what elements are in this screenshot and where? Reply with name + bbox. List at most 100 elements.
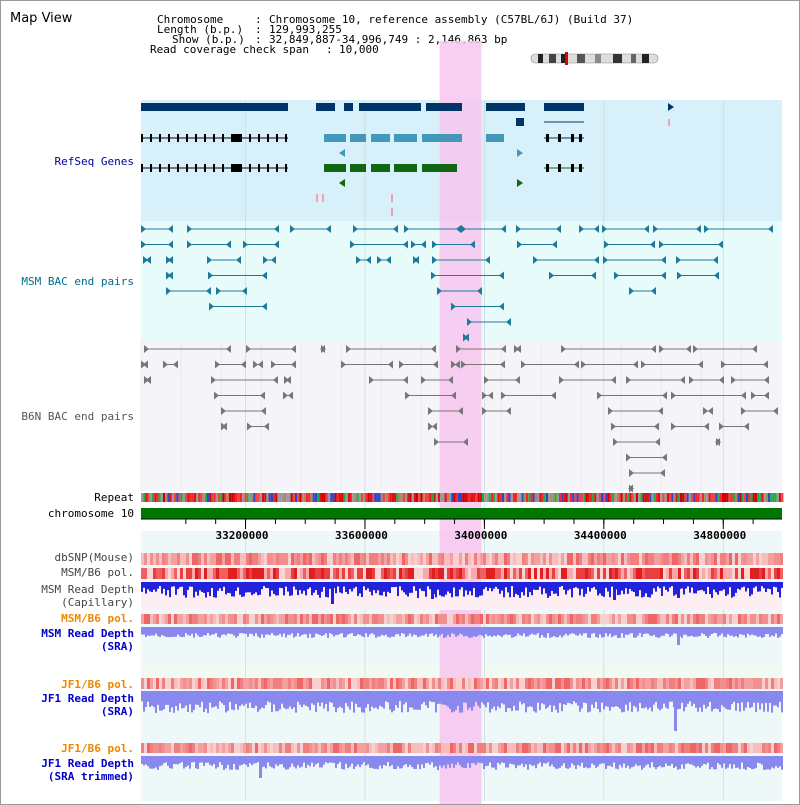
depth-bar	[567, 627, 569, 636]
heat-cell	[663, 678, 666, 689]
depth-bar	[777, 582, 779, 593]
depth-bar	[299, 627, 301, 637]
depth-bar	[633, 627, 635, 638]
repeat-segment	[182, 493, 185, 502]
depth-bar	[595, 582, 597, 590]
exon	[276, 164, 278, 172]
heat-cell	[774, 568, 777, 579]
heat-cell	[603, 614, 606, 624]
heat-cell	[414, 743, 417, 753]
heat-cell	[723, 568, 726, 579]
heat-cell	[372, 568, 375, 579]
exon	[186, 134, 188, 142]
depth-bar	[513, 691, 515, 706]
repeat-segment	[174, 493, 177, 502]
bac-end	[456, 225, 461, 233]
heat-cell	[261, 743, 264, 753]
heat-cell	[198, 678, 201, 689]
repeat-segment	[306, 493, 309, 502]
depth-bar	[183, 582, 185, 596]
depth-bar	[781, 691, 783, 713]
heat-cell	[729, 568, 732, 579]
heat-cell	[294, 568, 297, 579]
heat-cell	[141, 553, 144, 565]
depth-bar	[165, 627, 167, 637]
heat-cell	[753, 743, 756, 753]
bac-end	[168, 256, 173, 264]
heat-cell	[552, 568, 555, 579]
heat-cell	[657, 553, 660, 565]
heat-cell	[717, 743, 720, 753]
heat-cell	[171, 568, 174, 579]
heat-cell	[276, 614, 279, 624]
heat-cell	[660, 553, 663, 565]
heat-cell	[441, 568, 444, 579]
depth-bar	[439, 691, 441, 704]
bac-end	[271, 256, 276, 264]
depth-bar	[421, 691, 423, 705]
heat-cell	[246, 743, 249, 753]
heat-cell	[636, 743, 639, 753]
depth-bar	[153, 691, 155, 708]
depth-bar	[759, 582, 761, 592]
heat-cell	[162, 553, 165, 565]
depth-bar	[649, 582, 651, 598]
heat-cell	[729, 553, 732, 565]
heat-cell	[597, 678, 600, 689]
bac-end	[273, 376, 278, 384]
depth-bar	[307, 627, 309, 638]
depth-bar	[233, 582, 235, 597]
depth-bar	[323, 627, 325, 636]
heat-cell	[642, 568, 645, 579]
depth-bar	[731, 582, 733, 598]
depth-bar	[445, 691, 447, 706]
depth-bar	[553, 627, 555, 636]
heat-cell	[159, 743, 162, 753]
depth-bar	[409, 691, 411, 708]
heat-cell	[342, 568, 345, 579]
heat-cell	[504, 743, 507, 753]
depth-bar	[203, 691, 205, 713]
heat-cell	[159, 568, 162, 579]
depth-bar	[343, 691, 345, 713]
depth-bar	[239, 582, 241, 595]
depth-bar	[705, 756, 707, 765]
heat-cell	[666, 614, 669, 624]
heat-cell	[543, 553, 546, 565]
heat-cell	[561, 743, 564, 753]
depth-bar	[515, 627, 517, 637]
depth-bar	[479, 582, 481, 596]
depth-bar	[559, 582, 561, 587]
heat-cell	[579, 743, 582, 753]
depth-bar	[199, 691, 201, 708]
repeat-segment	[442, 493, 445, 502]
depth-bar	[709, 756, 711, 770]
heat-cell	[156, 568, 159, 579]
heat-cell	[417, 678, 420, 689]
depth-bar	[713, 756, 715, 770]
depth-bar	[305, 582, 307, 596]
depth-bar	[417, 691, 419, 710]
depth-bar	[251, 582, 253, 596]
depth-bar	[749, 582, 751, 597]
heat-cell	[315, 568, 318, 579]
depth-bar	[275, 691, 277, 712]
bac-end	[671, 422, 676, 431]
heat-cell	[369, 553, 372, 565]
depth-bar	[415, 756, 417, 769]
depth-bar	[483, 691, 485, 705]
heat-cell	[147, 743, 150, 753]
depth-bar	[737, 691, 739, 704]
depth-bar	[287, 691, 289, 709]
heat-cell	[240, 568, 243, 579]
repeat-segment	[396, 493, 399, 502]
depth-bar	[399, 691, 401, 702]
depth-bar	[371, 627, 373, 634]
depth-bar	[205, 691, 207, 709]
heat-cell	[573, 553, 576, 565]
depth-bar	[463, 756, 465, 768]
bac-end	[274, 240, 279, 249]
heat-cell	[378, 678, 381, 689]
